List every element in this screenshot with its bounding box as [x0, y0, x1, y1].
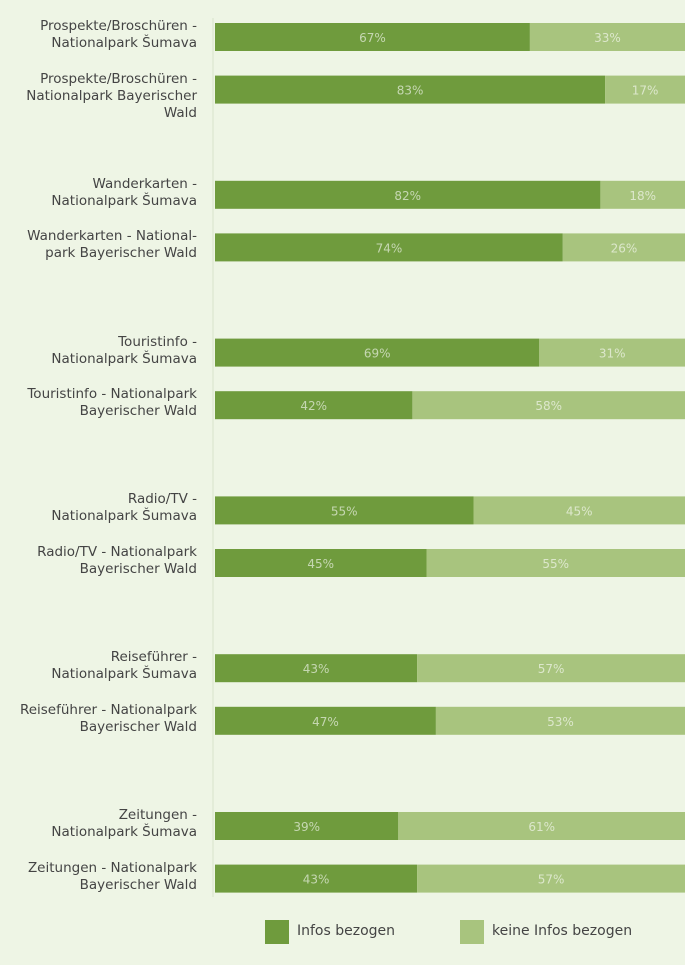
bar-segment	[215, 864, 418, 893]
value-label: 67%	[359, 31, 386, 45]
bar-segment	[426, 549, 685, 577]
bar-segment	[215, 338, 540, 367]
value-label: 57%	[538, 662, 565, 676]
bar-segment	[215, 391, 413, 420]
category-label: Prospekte/Broschüren - Nationalpark Šuma…	[40, 18, 197, 51]
value-label: 61%	[528, 820, 555, 834]
category-label: Reiseführer - Nationalpark Bayerischer W…	[19, 701, 197, 735]
legend-label: keine Infos bezogen	[492, 923, 633, 939]
value-label: 43%	[303, 873, 330, 887]
legend-swatch	[265, 920, 289, 944]
value-label: 45%	[566, 504, 593, 518]
bar-segment	[417, 654, 685, 683]
bar-segment	[605, 75, 685, 104]
value-label: 55%	[331, 504, 358, 518]
bar-segment	[529, 23, 685, 51]
value-label: 58%	[535, 399, 562, 413]
bar-segment	[215, 180, 601, 209]
value-label: 74%	[376, 241, 403, 255]
value-label: 17%	[632, 84, 659, 98]
category-label: Reiseführer - Nationalpark Šumava	[51, 649, 197, 683]
bar-segment	[473, 496, 685, 525]
value-label: 57%	[538, 873, 565, 887]
category-label: Radio/TV - Nationalpark Šumava	[51, 491, 197, 525]
value-label: 55%	[542, 557, 569, 571]
bar-segment	[215, 706, 436, 735]
value-label: 45%	[307, 557, 334, 571]
value-label: 33%	[594, 31, 621, 45]
legend-label: Infos bezogen	[297, 923, 396, 939]
bar-segment	[215, 812, 399, 840]
category-label: Zeitungen - Nationalpark Šumava	[51, 807, 197, 840]
bar-segment	[417, 864, 685, 893]
bar-segment	[412, 391, 685, 420]
bar-segment	[398, 812, 685, 840]
value-label: 69%	[364, 347, 391, 361]
value-label: 47%	[312, 715, 339, 729]
category-label: Touristinfo - Nationalpark Šumava	[51, 333, 197, 367]
value-label: 42%	[300, 399, 327, 413]
category-label: Prospekte/Broschüren - Nationalpark Baye…	[26, 70, 197, 121]
category-label: Zeitungen - Nationalpark Bayerischer Wal…	[27, 859, 197, 893]
value-label: 39%	[293, 820, 320, 834]
category-label: Wanderkarten - Nationalpark Šumava	[51, 175, 197, 209]
value-label: 83%	[397, 84, 424, 98]
bar-segment	[539, 338, 685, 367]
bar-segment	[435, 706, 685, 735]
category-label: Touristinfo - Nationalpark Bayerischer W…	[27, 386, 197, 420]
value-label: 18%	[629, 189, 656, 203]
bar-segment	[215, 496, 474, 525]
legend-swatch	[460, 920, 484, 944]
value-label: 31%	[599, 347, 626, 361]
bar-segment	[215, 654, 418, 683]
value-label: 82%	[394, 189, 421, 203]
bar-segment	[215, 233, 563, 262]
category-label: Radio/TV - Nationalpark Bayerischer Wald	[37, 544, 197, 577]
bar-segment	[562, 233, 685, 262]
value-label: 26%	[611, 241, 638, 255]
bar-segment	[215, 549, 427, 577]
category-label: Wanderkarten - National- park Bayerische…	[27, 228, 197, 262]
bar-segment	[215, 23, 530, 51]
value-label: 53%	[547, 715, 574, 729]
bar-segment	[600, 180, 685, 209]
value-label: 43%	[303, 662, 330, 676]
bar-segment	[215, 75, 606, 104]
